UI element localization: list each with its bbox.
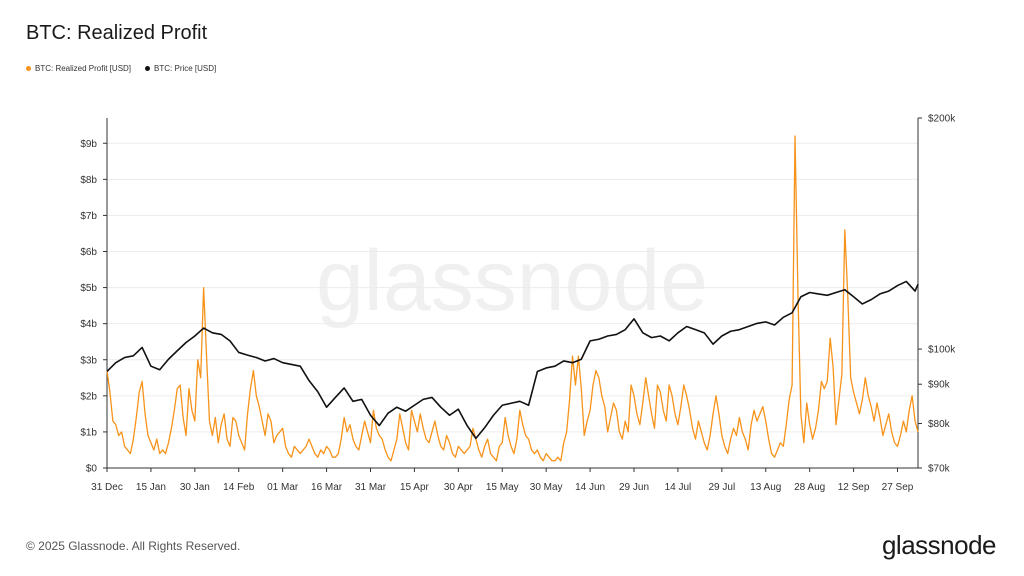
x-tick-label: 30 Jan — [180, 482, 210, 493]
x-tick-label: 30 Apr — [444, 482, 474, 493]
x-tick-label: 29 Jun — [619, 482, 649, 493]
y-axis-right-labels: $70k $80k $90k $100k $200k — [928, 114, 956, 475]
series-line-realized-profit — [106, 135, 919, 462]
y-left-tick-label: $8b — [80, 175, 97, 186]
y-right-tick-label: $90k — [928, 380, 951, 391]
y-left-tick-label: $9b — [80, 139, 97, 150]
legend-dot-realized-profit — [26, 66, 31, 71]
y-left-tick-label: $3b — [80, 355, 97, 366]
legend-label-realized-profit: BTC: Realized Profit [USD] — [35, 64, 132, 73]
y-right-tick-label: $200k — [928, 114, 956, 125]
x-tick-label: 16 Mar — [311, 482, 343, 493]
y-left-tick-label: $0 — [86, 464, 98, 475]
legend-item-price[interactable]: BTC: Price [USD] — [145, 64, 216, 73]
chart-legend: BTC: Realized Profit [USD] BTC: Price [U… — [26, 64, 216, 73]
y-left-tick-label: $6b — [80, 247, 97, 258]
y-left-tick-label: $4b — [80, 319, 97, 330]
x-tick-label: 14 Jul — [665, 482, 692, 493]
chart-series — [106, 135, 919, 462]
x-tick-label: 14 Jun — [575, 482, 605, 493]
x-tick-label: 15 Jan — [136, 482, 166, 493]
chart-watermark: glassnode — [316, 233, 708, 329]
x-tick-label: 15 Apr — [400, 482, 430, 493]
y-left-tick-label: $5b — [80, 283, 97, 294]
x-tick-label: 27 Sep — [882, 482, 914, 493]
y-left-tick-label: $2b — [80, 391, 97, 402]
legend-item-realized-profit[interactable]: BTC: Realized Profit [USD] — [26, 64, 131, 73]
x-tick-label: 12 Sep — [838, 482, 870, 493]
brand-logo: glassnode — [881, 530, 997, 560]
x-tick-label: 31 Mar — [355, 482, 387, 493]
y-right-tick-label: $100k — [928, 345, 956, 356]
x-tick-label: 15 May — [486, 482, 519, 493]
y-axis-left-labels: $0 $1b $2b $3b $4b $5b $6b $7b $8b $9b — [80, 139, 97, 475]
x-tick-label: 01 Mar — [267, 482, 299, 493]
x-tick-label: 31 Dec — [91, 482, 123, 493]
x-tick-label: 14 Feb — [223, 482, 255, 493]
legend-label-price: BTC: Price [USD] — [154, 64, 217, 73]
y-right-tick-label: $80k — [928, 419, 951, 430]
grid-lines — [107, 142, 918, 433]
x-tick-label: 30 May — [530, 482, 563, 493]
series-line-price — [106, 280, 919, 440]
y-left-tick-label: $1b — [80, 427, 97, 438]
chart-axes — [103, 117, 922, 472]
x-axis-labels: 31 Dec 15 Jan 30 Jan 14 Feb 01 Mar 16 Mar 31 M… — [91, 482, 914, 493]
y-right-tick-label: $70k — [928, 464, 951, 475]
x-tick-label: 28 Aug — [794, 482, 825, 493]
page-title: BTC: Realized Profit — [26, 22, 208, 44]
x-tick-label: 29 Jul — [708, 482, 735, 493]
copyright-text: © 2025 Glassnode. All Rights Reserved. — [26, 539, 241, 553]
legend-dot-price — [145, 66, 151, 71]
y-left-tick-label: $7b — [80, 211, 97, 222]
x-tick-label: 13 Aug — [750, 482, 781, 493]
